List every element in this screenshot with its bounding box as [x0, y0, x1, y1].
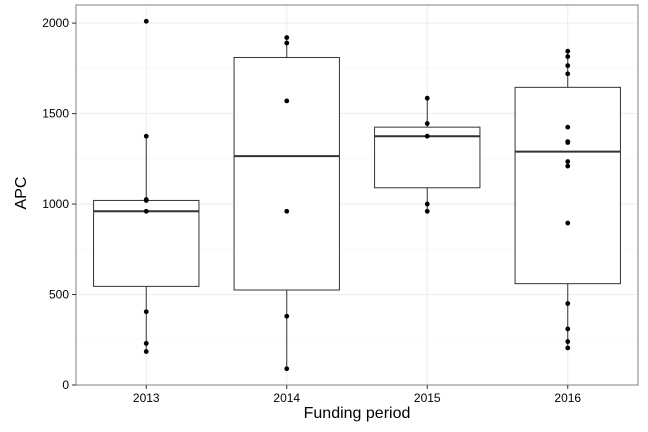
x-tick-label: 2016	[554, 391, 581, 405]
data-point	[143, 208, 149, 214]
x-axis-title: Funding period	[304, 405, 411, 422]
data-point	[565, 48, 571, 54]
data-point	[565, 54, 571, 59]
data-point	[565, 339, 571, 344]
x-tick-label: 2015	[414, 391, 441, 405]
data-point	[143, 133, 149, 139]
data-point	[284, 40, 290, 46]
box-body	[233, 56, 340, 291]
data-point	[565, 220, 571, 226]
data-point	[565, 326, 571, 332]
plot-panel-border	[75, 4, 639, 386]
y-tick-label: 0	[62, 378, 69, 392]
data-point	[284, 98, 290, 104]
data-point	[424, 208, 430, 214]
y-tick-label: 1500	[42, 107, 69, 121]
data-point	[143, 340, 149, 346]
data-point	[424, 121, 430, 126]
data-point	[565, 159, 571, 164]
x-tick-label: 2013	[133, 391, 160, 405]
data-point	[143, 18, 149, 24]
data-point	[424, 201, 430, 207]
data-point	[143, 309, 149, 315]
data-point	[143, 349, 149, 354]
data-point	[565, 163, 571, 169]
point-series	[143, 18, 571, 372]
data-point	[565, 140, 571, 145]
y-tick-label: 2000	[42, 16, 69, 30]
y-tick-label: 500	[49, 288, 69, 302]
data-point	[565, 301, 571, 306]
data-point	[565, 63, 571, 69]
data-point	[424, 133, 430, 139]
data-point	[284, 366, 290, 372]
y-axis-title: APC	[13, 177, 30, 210]
box-2014	[233, 37, 340, 369]
y-tick-label: 1000	[42, 197, 69, 211]
data-point	[143, 198, 149, 203]
data-point	[284, 35, 290, 40]
data-point	[565, 71, 571, 77]
data-point	[284, 313, 290, 319]
x-tick-label: 2014	[273, 391, 300, 405]
data-point	[565, 345, 571, 351]
data-point	[284, 208, 290, 214]
data-point	[565, 124, 571, 130]
data-point	[424, 95, 430, 101]
axes: 0 500 1000 1500 2000 2013 2014 2015 2016	[42, 16, 581, 405]
box-body	[514, 86, 621, 285]
